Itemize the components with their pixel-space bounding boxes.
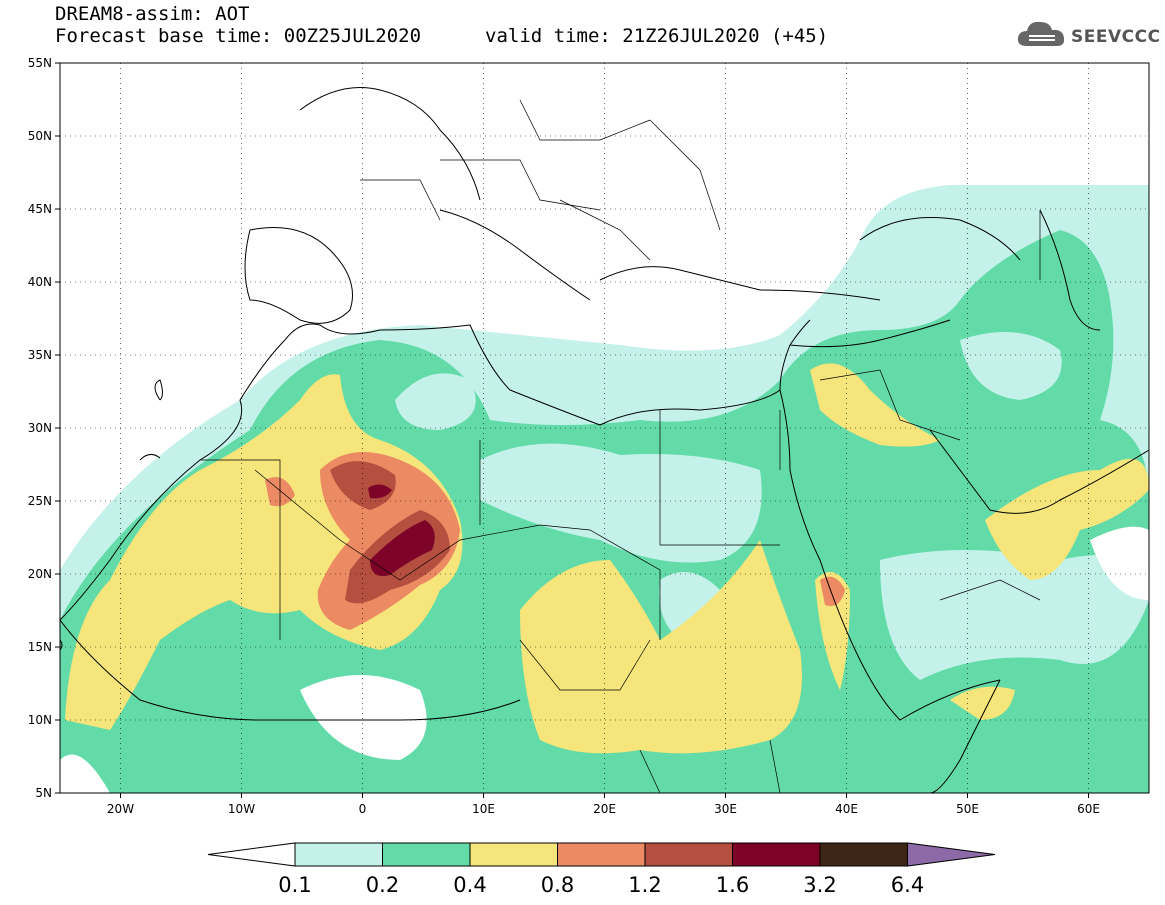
lon-label: 50E	[956, 802, 979, 816]
lat-label: 25N	[28, 494, 52, 508]
aot-band-0.8	[820, 576, 845, 606]
colorbar-label: 6.4	[891, 873, 924, 897]
lat-label: 20N	[28, 567, 52, 581]
colorbar-label: 0.8	[541, 873, 574, 897]
lat-label: 5N	[35, 786, 52, 800]
lon-label: 10E	[472, 802, 495, 816]
colorbar-label: 3.2	[803, 873, 836, 897]
lon-label: 40E	[835, 802, 858, 816]
lat-label: 15N	[28, 640, 52, 654]
lon-label: 20W	[107, 802, 134, 816]
aot-light-patch	[395, 373, 476, 430]
logo-text: SEEVCCC	[1071, 27, 1161, 47]
aot-light-patch	[480, 443, 762, 563]
aot-white-patch	[60, 754, 110, 793]
colorbar-high-arrow	[907, 842, 996, 867]
colorbar-segment	[557, 842, 646, 867]
colorbar-label: 1.6	[716, 873, 749, 897]
colorbar-segment	[644, 842, 733, 867]
aot-light-patch	[880, 550, 1149, 680]
lat-label: 50N	[28, 129, 52, 143]
aot-band-0.4	[520, 540, 802, 754]
lat-label: 10N	[28, 713, 52, 727]
colorbar-segment	[732, 842, 821, 867]
lon-label: 30E	[714, 802, 737, 816]
map-title: DREAM8-assim: AOT	[55, 3, 250, 25]
aot-band-0.4	[985, 458, 1149, 580]
aot-light-patch	[960, 332, 1062, 400]
colorbar-segment	[382, 842, 471, 867]
colorbar-segment	[294, 842, 383, 867]
aot-white-patch	[1090, 526, 1149, 600]
aot-white-patch	[300, 675, 427, 760]
colorbar: 0.1 0.2 0.4 0.8 1.2 1.6 3.2 6.4	[207, 842, 996, 897]
lat-label: 40N	[28, 275, 52, 289]
lat-label: 45N	[28, 202, 52, 216]
aot-band-1.6	[368, 484, 392, 499]
valid-time: valid time: 21Z26JUL2020 (+45)	[485, 25, 829, 47]
colorbar-segment	[819, 842, 908, 867]
map-grid	[60, 63, 1149, 793]
lon-label: 60E	[1077, 802, 1100, 816]
lon-label: 20E	[593, 802, 616, 816]
aot-band-0.4	[950, 686, 1015, 720]
cloud-icon	[1017, 21, 1065, 46]
lon-label: 0	[359, 802, 367, 816]
colorbar-label: 0.1	[278, 873, 311, 897]
aot-band-0.4	[810, 363, 940, 447]
colorbar-segment	[469, 842, 558, 867]
lon-label: 10W	[228, 802, 255, 816]
lat-label: 35N	[28, 348, 52, 362]
forecast-base-time: Forecast base time: 00Z25JUL2020	[55, 25, 422, 47]
colorbar-label: 1.2	[628, 873, 661, 897]
colorbar-label: 0.4	[453, 873, 486, 897]
aot-band-1.6	[370, 520, 435, 576]
longitude-labels: 20W 10W 0 10E 20E 30E 40E 50E 60E	[107, 793, 1100, 816]
colorbar-low-arrow	[207, 842, 296, 867]
lat-label: 55N	[28, 56, 52, 70]
latitude-labels: 55N 50N 45N 40N 35N 30N 25N 20N 15N 10N 5N	[28, 56, 60, 800]
aot-band-0.4	[815, 572, 850, 690]
seevccc-logo: SEEVCCC	[1015, 16, 1160, 56]
country-borders	[200, 99, 1041, 793]
colorbar-label: 0.2	[366, 873, 399, 897]
lat-label: 30N	[28, 421, 52, 435]
